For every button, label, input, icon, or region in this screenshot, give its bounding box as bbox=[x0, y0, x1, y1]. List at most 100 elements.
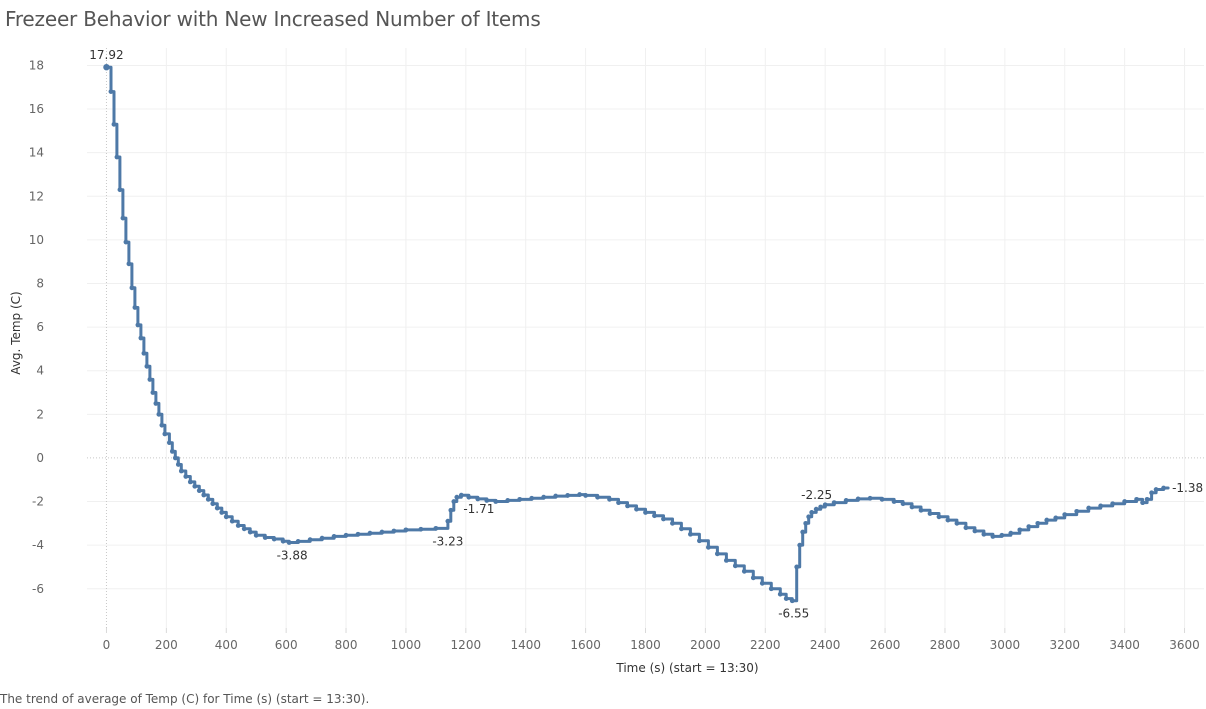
data-point bbox=[981, 531, 987, 537]
data-point bbox=[1026, 524, 1032, 530]
data-point bbox=[1134, 496, 1140, 502]
data-point bbox=[634, 506, 639, 512]
series-line bbox=[105, 65, 1170, 603]
y-tick-label: -6 bbox=[32, 582, 44, 596]
data-point bbox=[583, 493, 589, 498]
data-point bbox=[565, 493, 571, 498]
y-tick-label: 18 bbox=[29, 58, 44, 72]
data-point bbox=[210, 501, 216, 507]
data-point bbox=[577, 492, 583, 497]
data-labels: 17.92 -3.88 -3.23 -1.71 -6.55 -2.25 -1.38 bbox=[89, 48, 1203, 621]
data-point bbox=[108, 89, 114, 95]
x-tick-label: 3600 bbox=[1169, 638, 1200, 652]
x-tick-label: 1800 bbox=[630, 638, 661, 652]
data-point bbox=[403, 527, 409, 533]
x-tick-label: 0 bbox=[103, 638, 111, 652]
data-point bbox=[936, 514, 942, 520]
x-tick-label: 800 bbox=[335, 638, 358, 652]
y-tick-label: 12 bbox=[29, 189, 44, 203]
x-tick-label: 400 bbox=[215, 638, 238, 652]
chart-caption: The trend of average of Temp (C) for Tim… bbox=[0, 692, 370, 706]
data-point bbox=[625, 503, 630, 509]
data-point bbox=[205, 496, 211, 502]
data-point bbox=[138, 335, 144, 341]
data-point bbox=[595, 494, 600, 500]
data-point bbox=[1017, 527, 1023, 533]
data-point bbox=[159, 422, 165, 428]
data-point bbox=[954, 520, 960, 526]
x-axis-ticks: 0 200 400 600 800 1000 1200 1400 1600 1800 2000 220… bbox=[103, 628, 1200, 652]
data-point bbox=[768, 586, 774, 592]
data-point bbox=[607, 496, 612, 502]
data-point bbox=[1044, 517, 1050, 523]
data-point bbox=[129, 285, 135, 291]
x-tick-label: 1200 bbox=[451, 638, 482, 652]
data-point bbox=[1008, 530, 1014, 536]
data-point bbox=[517, 496, 523, 502]
data-point bbox=[806, 514, 812, 520]
data-point bbox=[247, 529, 253, 535]
data-point bbox=[475, 496, 481, 502]
zero-reference-lines bbox=[87, 48, 1204, 628]
data-point bbox=[484, 498, 490, 503]
data-point bbox=[103, 63, 110, 71]
data-point bbox=[295, 539, 301, 544]
data-point bbox=[1110, 501, 1116, 507]
data-point bbox=[126, 261, 132, 267]
data-point bbox=[1149, 490, 1154, 496]
data-point bbox=[448, 507, 454, 513]
data-point bbox=[803, 520, 809, 526]
data-point bbox=[813, 506, 819, 512]
data-point bbox=[433, 525, 439, 531]
series-layer bbox=[103, 63, 1170, 604]
data-point bbox=[1062, 512, 1068, 518]
data-point bbox=[529, 495, 535, 501]
data-point bbox=[166, 440, 172, 446]
data-point bbox=[162, 431, 168, 437]
x-tick-label: 2600 bbox=[870, 638, 901, 652]
data-point bbox=[1074, 508, 1080, 514]
data-point bbox=[286, 540, 292, 545]
data-point bbox=[307, 537, 313, 543]
data-point bbox=[192, 483, 198, 489]
data-point bbox=[855, 496, 861, 502]
data-point bbox=[818, 504, 824, 510]
data-point bbox=[643, 510, 648, 515]
data-point bbox=[783, 596, 789, 601]
data-point bbox=[879, 496, 885, 502]
line-chart: 0 200 400 600 800 1000 1200 1400 1600 1800 2000 220… bbox=[9, 48, 1204, 675]
data-point bbox=[253, 532, 259, 538]
data-point bbox=[1098, 503, 1104, 509]
x-tick-label: 2200 bbox=[750, 638, 781, 652]
data-point bbox=[705, 544, 711, 550]
data-point bbox=[927, 511, 933, 516]
data-point bbox=[1053, 515, 1059, 521]
data-point bbox=[809, 510, 815, 515]
data-point bbox=[553, 493, 559, 499]
data-point bbox=[132, 305, 138, 310]
x-axis-title: Time (s) (start = 13:30) bbox=[615, 661, 758, 675]
data-point bbox=[114, 154, 120, 160]
data-point bbox=[391, 528, 397, 534]
data-point bbox=[262, 535, 268, 540]
data-point bbox=[867, 495, 873, 501]
data-point bbox=[945, 517, 951, 523]
data-point bbox=[909, 504, 915, 510]
data-point bbox=[150, 390, 156, 395]
y-tick-label: 4 bbox=[36, 364, 44, 378]
data-point bbox=[178, 468, 184, 474]
data-point bbox=[723, 558, 729, 563]
y-tick-label: -4 bbox=[32, 538, 44, 552]
data-point bbox=[688, 531, 693, 537]
data-point bbox=[918, 507, 924, 513]
data-point bbox=[794, 564, 800, 570]
data-point bbox=[652, 513, 657, 519]
data-point bbox=[229, 518, 235, 524]
x-tick-label: 2000 bbox=[690, 638, 721, 652]
data-point bbox=[117, 187, 123, 193]
data-point bbox=[187, 479, 193, 485]
y-tick-label: 6 bbox=[36, 320, 44, 334]
data-point bbox=[183, 474, 189, 479]
data-point bbox=[343, 532, 349, 538]
y-tick-label: 16 bbox=[29, 102, 44, 116]
